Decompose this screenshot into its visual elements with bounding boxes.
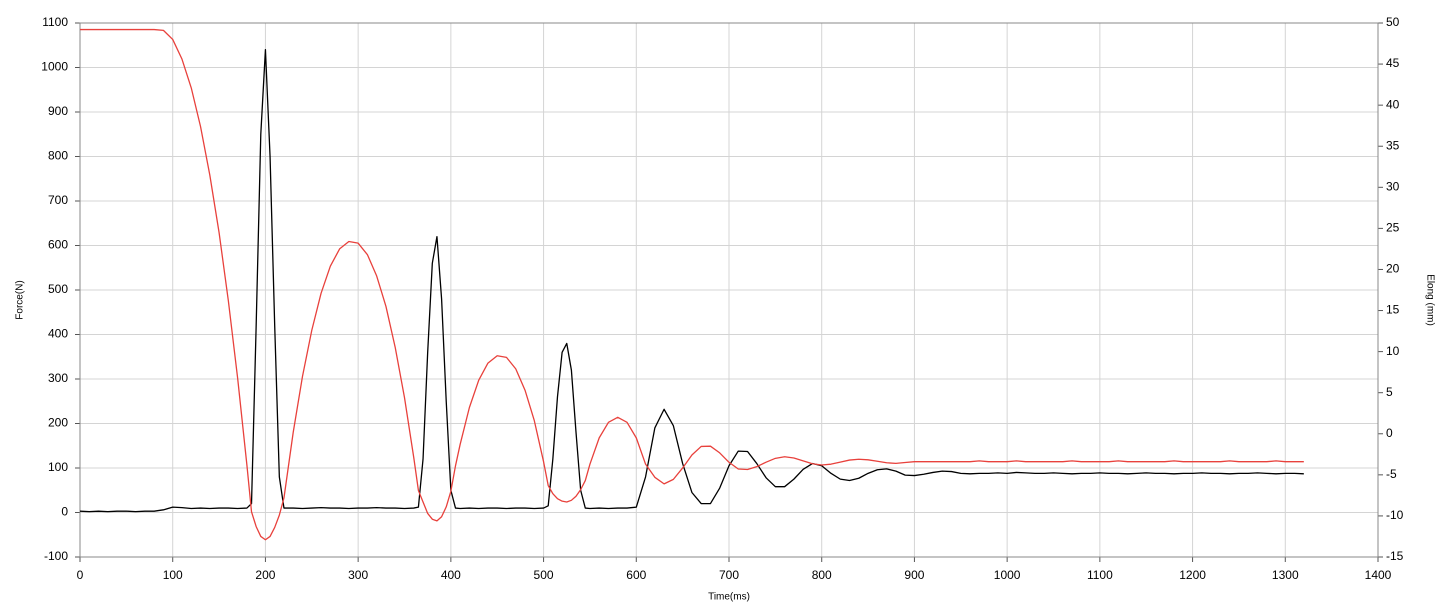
x-tick-label: 0 (77, 568, 84, 582)
y2-tick-label: 50 (1386, 15, 1400, 29)
x-tick-label: 100 (163, 568, 183, 582)
y2-tick-label: 20 (1386, 262, 1400, 276)
y2-tick-label: 35 (1386, 138, 1400, 152)
data-line (80, 28, 1304, 541)
y2-tick-label: 30 (1386, 179, 1400, 193)
y-tick-label: 400 (48, 327, 68, 341)
x-tick-label: 200 (255, 568, 275, 582)
y2-axis-title: Elong (mm) (1424, 274, 1435, 326)
y-tick-label: 1100 (42, 15, 68, 29)
x-tick-label: 1200 (1179, 568, 1206, 582)
x-tick-label: 1400 (1365, 568, 1392, 582)
y-tick-label: 700 (48, 193, 68, 207)
x-tick-label: 300 (348, 568, 368, 582)
y2-tick-label: 5 (1386, 385, 1393, 399)
y2-tick-label: 25 (1386, 221, 1400, 235)
x-tick-label: 800 (812, 568, 832, 582)
y-tick-label: 0 (61, 505, 68, 519)
y2-tick-label: -5 (1386, 467, 1397, 481)
y2-tick-label: 45 (1386, 56, 1400, 70)
y-tick-label: 1000 (41, 60, 68, 74)
x-tick-label: 700 (719, 568, 739, 582)
plot-border (79, 22, 1379, 558)
y2-tick-label: 0 (1386, 426, 1393, 440)
x-tick-label: 1300 (1272, 568, 1299, 582)
x-tick-label: 500 (534, 568, 554, 582)
y2-tick-label: -15 (1386, 549, 1404, 563)
x-tick-label: 400 (441, 568, 461, 582)
y2-tick-label: 10 (1386, 344, 1400, 358)
y-tick-label: 300 (48, 371, 68, 385)
x-tick-label: 900 (904, 568, 924, 582)
y2-tick-label: 15 (1386, 303, 1400, 317)
x-tick-label: 1100 (1087, 568, 1113, 582)
x-tick-label: 1000 (994, 568, 1021, 582)
y-tick-label: 900 (48, 104, 68, 118)
data-line (79, 49, 1304, 513)
x-axis-title: Time(ms) (708, 592, 750, 603)
y-tick-label: 800 (48, 149, 68, 163)
y-axis-title: Force(N) (15, 280, 26, 319)
x-tick-label: 600 (626, 568, 646, 582)
y2-tick-label: 40 (1386, 97, 1400, 111)
y2-tick-label: -10 (1386, 508, 1404, 522)
y-tick-label: -100 (44, 549, 68, 563)
y-tick-label: 200 (48, 416, 68, 430)
y-tick-label: 100 (48, 460, 68, 474)
y-tick-label: 600 (48, 238, 68, 252)
y-tick-label: 500 (48, 282, 68, 296)
